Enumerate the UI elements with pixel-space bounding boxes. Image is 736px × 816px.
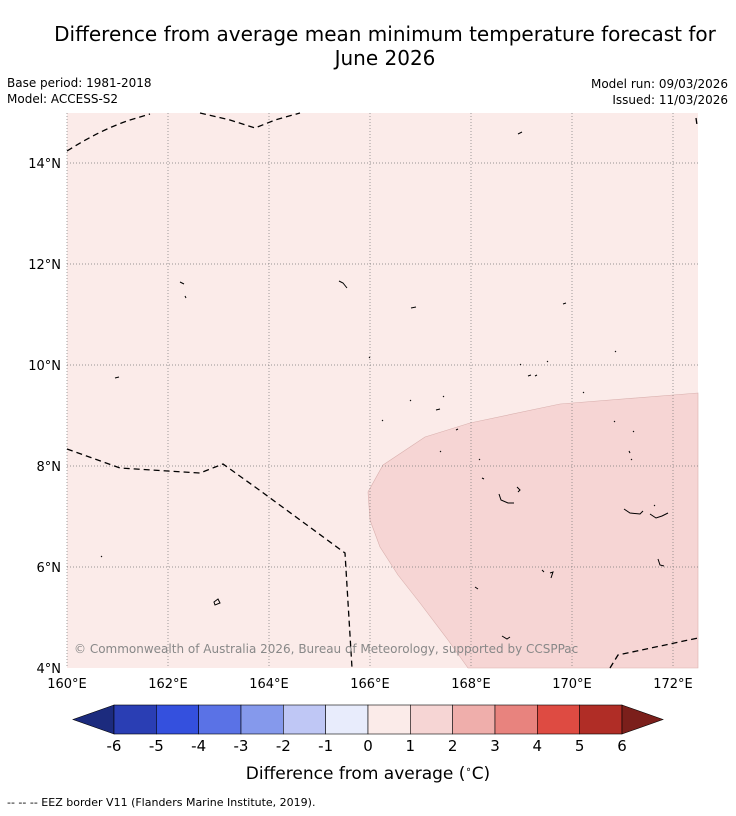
eez-borders <box>66 112 699 669</box>
lon-label: 168°E <box>451 677 491 692</box>
issued-date: Issued: 11/03/2026 <box>612 93 728 107</box>
lat-label: 14°N <box>28 157 61 172</box>
colorbar-segment <box>537 704 580 735</box>
colorbar-segment <box>156 704 199 735</box>
colorbar-extend-low <box>72 704 115 735</box>
colorbar-tick-label: 5 <box>575 737 585 755</box>
lon-label: 170°E <box>552 677 592 692</box>
lat-label: 10°N <box>28 359 61 374</box>
title-line-1: Difference from average mean minimum tem… <box>54 22 716 46</box>
lon-label: 164°E <box>249 677 289 692</box>
colorbar-segment <box>452 704 496 735</box>
islands <box>100 131 669 640</box>
colorbar-segment <box>240 704 284 735</box>
colorbar-tick-label: -3 <box>234 737 249 755</box>
colorbar <box>72 704 664 735</box>
colorbar-tick-label: 2 <box>448 737 458 755</box>
colorbar-tick-label: 4 <box>533 737 543 755</box>
copyright-text: © Commonwealth of Australia 2026, Bureau… <box>74 642 578 656</box>
colorbar-tick-label: 6 <box>617 737 627 755</box>
lon-label: 166°E <box>350 677 390 692</box>
colorbar-tick-label: 3 <box>490 737 500 755</box>
gridlines <box>66 113 698 668</box>
colorbar-tick-label: -6 <box>107 737 122 755</box>
base-period: Base period: 1981-2018 <box>7 76 152 90</box>
footnote: -- -- -- EEZ border V11 (Flanders Marine… <box>7 796 316 809</box>
colorbar-tick-label: -5 <box>149 737 164 755</box>
latitude-labels: 14°N 12°N 10°N 8°N 6°N 4°N <box>28 157 61 677</box>
colorbar-segment <box>410 704 453 735</box>
lon-label: 160°E <box>47 677 87 692</box>
title-line-2: June 2026 <box>334 46 436 70</box>
degree-symbol: ∘ <box>465 764 472 776</box>
meta-right: Model run: 09/03/2026 Issued: 11/03/2026 <box>591 76 728 108</box>
colorbar-segment <box>198 704 242 735</box>
colorbar-segment <box>283 704 326 735</box>
colorbar-segment <box>579 704 623 735</box>
anomaly-region <box>367 392 699 669</box>
lat-label: 12°N <box>28 258 61 273</box>
lat-label: 4°N <box>37 662 62 677</box>
colorbar-tick-label: 1 <box>406 737 416 755</box>
colorbar-extend-high <box>621 704 664 735</box>
lat-label: 6°N <box>37 561 62 576</box>
colorbar-ticks: -6 -5 -4 -3 -2 -1 0 1 2 3 4 5 6 <box>107 737 627 755</box>
colorbar-tick-label: 0 <box>363 737 373 755</box>
colorbar-segment <box>325 704 369 735</box>
model-name: Model: ACCESS-S2 <box>7 92 119 106</box>
map-title: Difference from average mean minimum tem… <box>30 22 736 70</box>
lat-label: 8°N <box>37 460 62 475</box>
lon-label: 162°E <box>148 677 188 692</box>
colorbar-segment <box>494 704 538 735</box>
colorbar-tick-label: -2 <box>276 737 291 755</box>
colorbar-tick-label: -1 <box>318 737 333 755</box>
lon-label: 172°E <box>653 677 693 692</box>
colorbar-label-text: Difference from average ( <box>245 764 466 784</box>
meta-left: Base period: 1981-2018 Model: ACCESS-S2 <box>7 75 152 107</box>
colorbar-label-unit: C) <box>471 764 491 784</box>
colorbar-label: Difference from average (∘C) <box>0 764 736 784</box>
longitude-labels: 160°E 162°E 164°E 166°E 168°E 170°E 172°… <box>47 677 693 692</box>
colorbar-segment <box>367 704 411 735</box>
model-run: Model run: 09/03/2026 <box>590 77 728 91</box>
colorbar-tick-label: -4 <box>191 737 206 755</box>
colorbar-segment <box>113 704 157 735</box>
